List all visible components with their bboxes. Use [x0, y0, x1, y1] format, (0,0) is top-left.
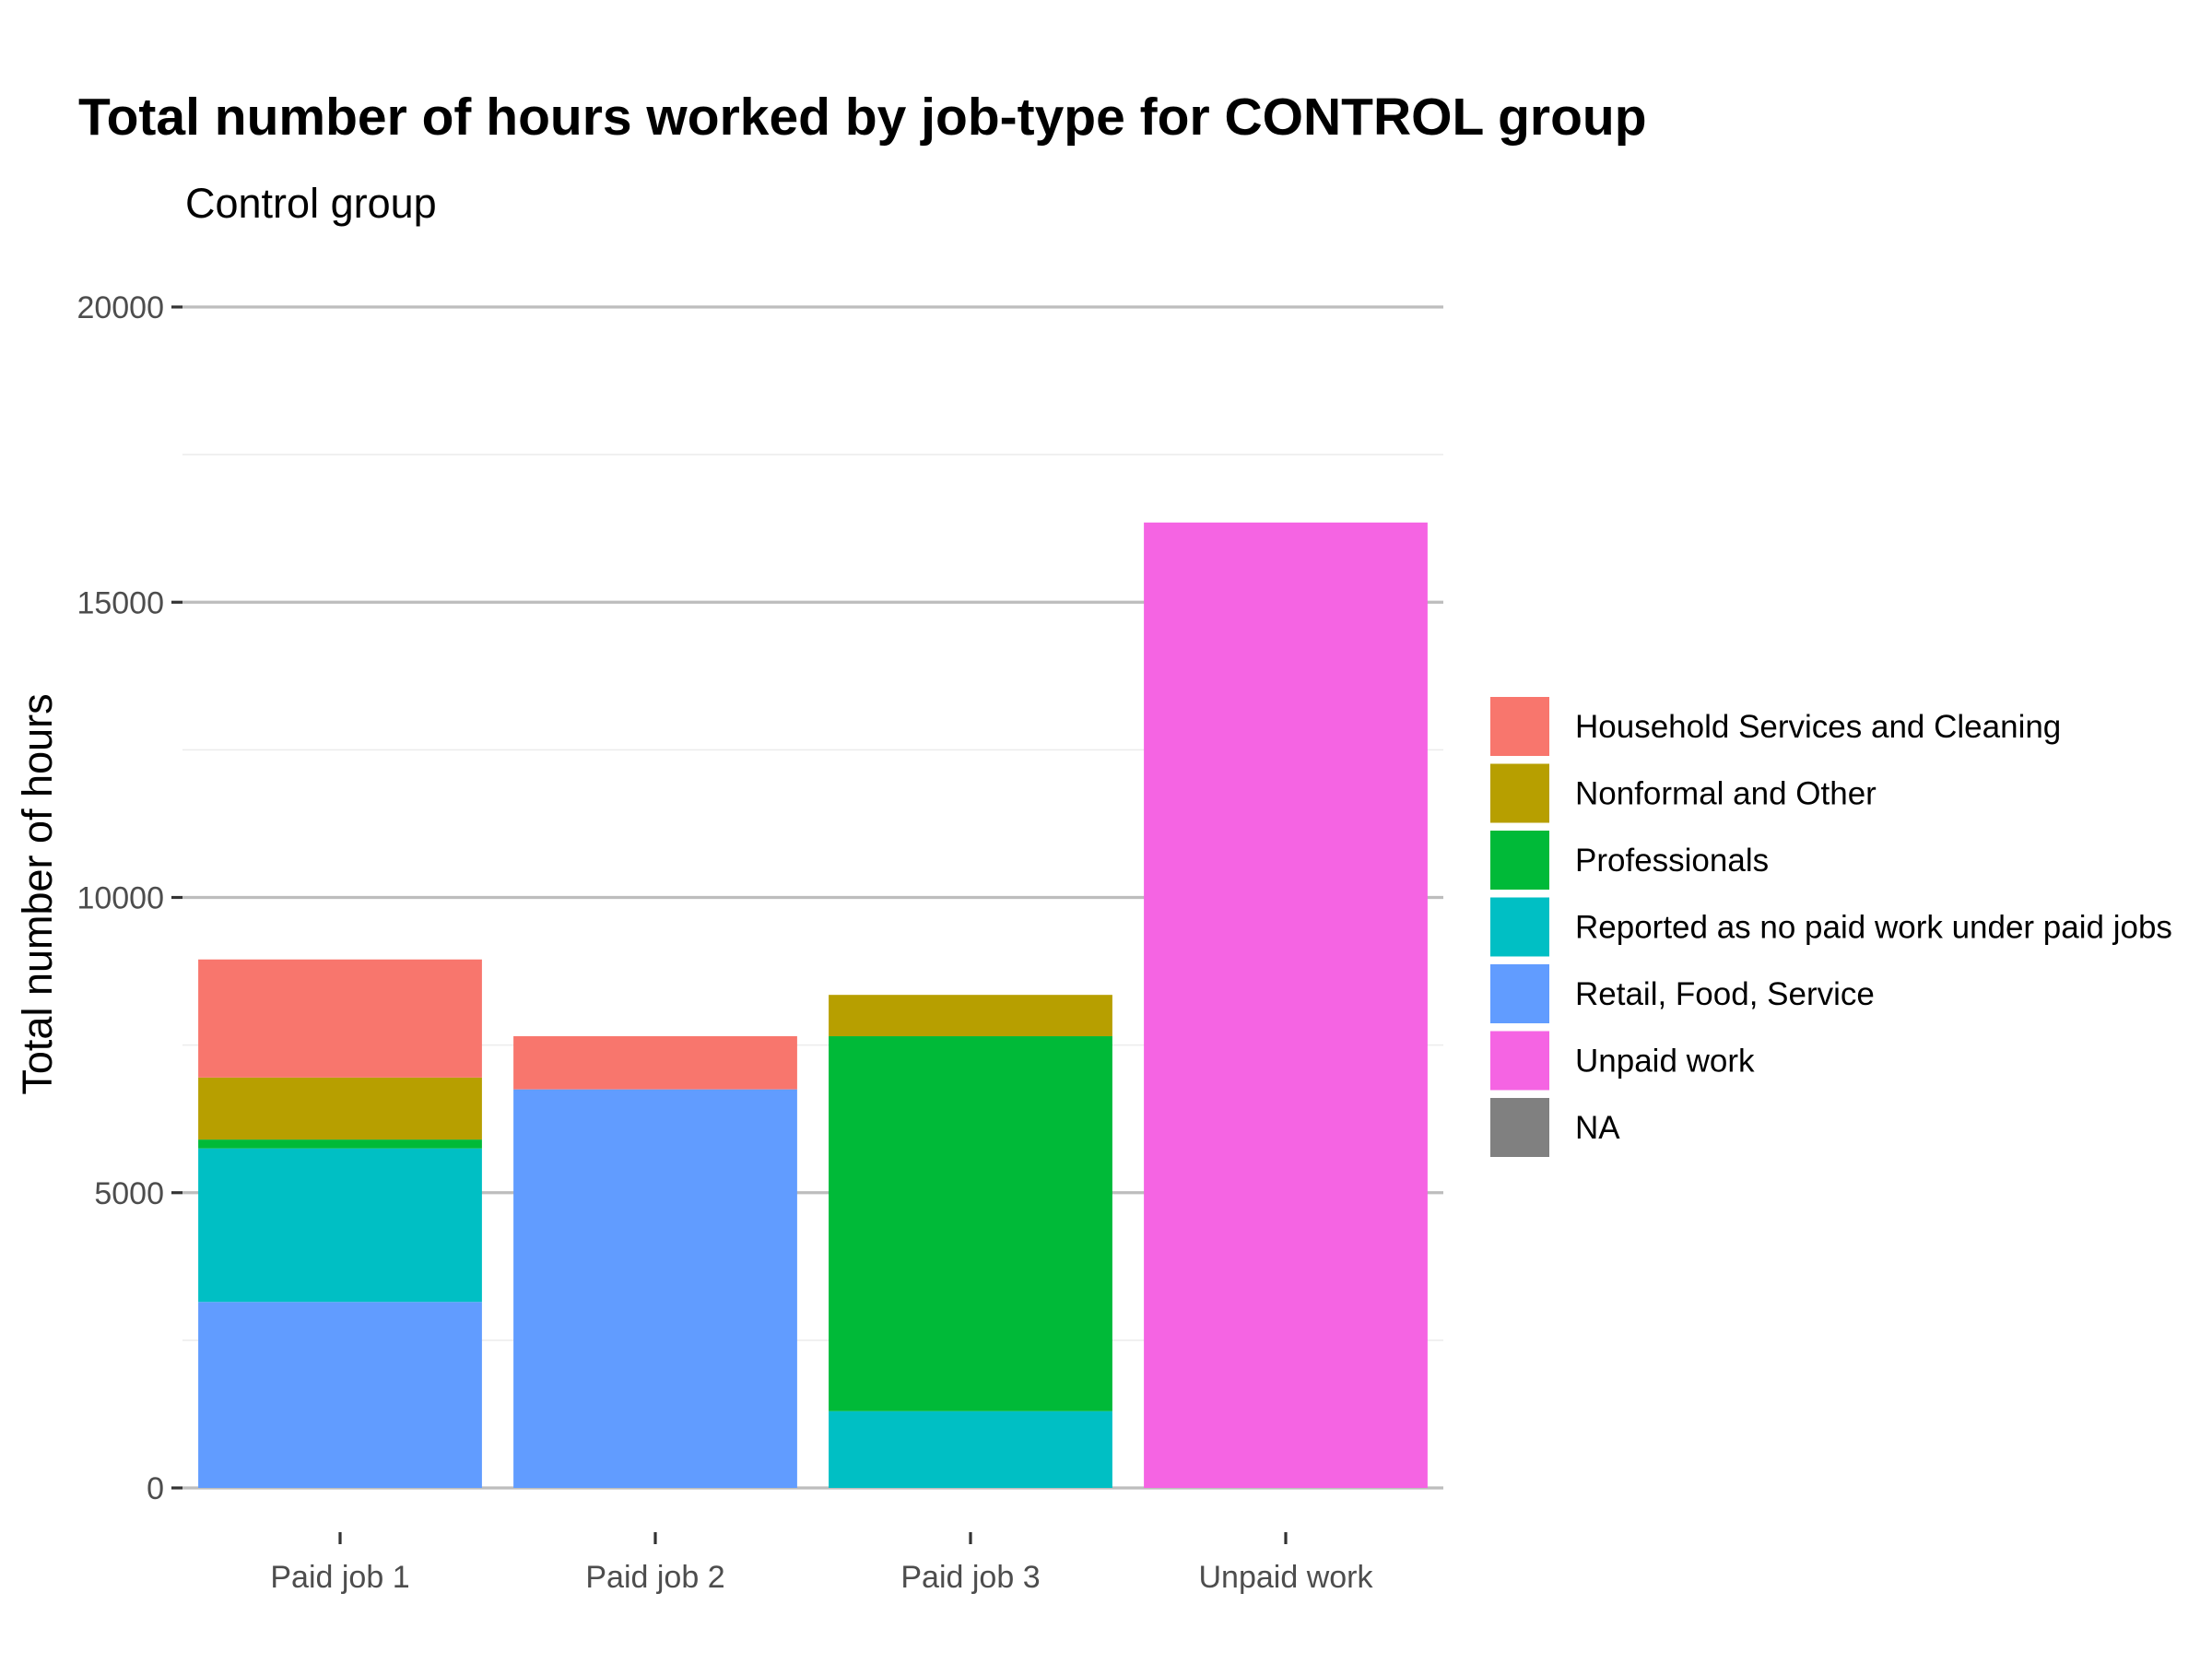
chart-subtitle: Control group	[185, 180, 437, 227]
y-tick-label: 0	[147, 1471, 164, 1506]
legend-label-reported-as-no-paid-work-under-paid-jobs: Reported as no paid work under paid jobs	[1575, 910, 2172, 946]
y-axis: 0 5000 10000 15000 20000	[76, 290, 182, 1506]
y-tick-label: 10000	[76, 881, 164, 916]
bar-segment-paid-job-1-reported-as-no-paid-work-under-paid-jobs	[198, 1148, 482, 1303]
bar-segment-paid-job-3-professionals	[829, 1036, 1112, 1411]
legend-label-retail-food-service: Retail, Food, Service	[1575, 976, 1875, 1012]
x-tick-label-paid-job-2: Paid job 2	[585, 1560, 724, 1595]
x-tick-label-paid-job-3: Paid job 3	[900, 1560, 1040, 1595]
legend-label-unpaid-work: Unpaid work	[1575, 1044, 1755, 1080]
legend-label-professionals: Professionals	[1575, 843, 1769, 879]
legend-key-professionals	[1490, 831, 1549, 890]
x-axis: Paid job 1 Paid job 2 Paid job 3 Unpaid wor…	[270, 1532, 1373, 1595]
legend-label-household-services-and-cleaning: Household Services and Cleaning	[1575, 709, 2061, 745]
bar-segment-paid-job-1-retail-food-service	[198, 1302, 482, 1488]
bar-segment-paid-job-1-household-services-and-cleaning	[198, 959, 482, 1078]
legend-key-unpaid-work	[1490, 1031, 1549, 1091]
x-tick-label-unpaid-work: Unpaid work	[1199, 1560, 1374, 1595]
x-tick-label-paid-job-1: Paid job 1	[270, 1560, 409, 1595]
y-axis-title: Total number of hours	[14, 693, 61, 1094]
bar-segment-paid-job-2-retail-food-service	[513, 1089, 797, 1488]
bar-segment-paid-job-1-professionals	[198, 1139, 482, 1149]
bar-segment-paid-job-1-nonformal-and-other	[198, 1077, 482, 1140]
legend-label-na: NA	[1575, 1110, 1620, 1146]
legend-key-reported-as-no-paid-work-under-paid-jobs	[1490, 897, 1549, 957]
legend: Household Services and Cleaning Nonformal…	[1490, 697, 2172, 1157]
y-tick-label: 20000	[76, 290, 164, 325]
legend-key-nonformal-and-other	[1490, 763, 1549, 823]
y-tick-label: 15000	[76, 585, 164, 620]
bars	[198, 522, 1428, 1488]
y-tick-label: 5000	[94, 1176, 164, 1211]
legend-key-retail-food-service	[1490, 964, 1549, 1023]
bar-segment-paid-job-2-household-services-and-cleaning	[513, 1036, 797, 1090]
bar-segment-unpaid-work-unpaid-work	[1144, 522, 1428, 1488]
legend-key-na	[1490, 1098, 1549, 1157]
chart-title: Total number of hours worked by job-type…	[78, 88, 1647, 147]
legend-key-household-services-and-cleaning	[1490, 697, 1549, 756]
legend-label-nonformal-and-other: Nonformal and Other	[1575, 776, 1877, 812]
bar-segment-paid-job-3-reported-as-no-paid-work-under-paid-jobs	[829, 1410, 1112, 1488]
bar-segment-paid-job-3-nonformal-and-other	[829, 995, 1112, 1037]
